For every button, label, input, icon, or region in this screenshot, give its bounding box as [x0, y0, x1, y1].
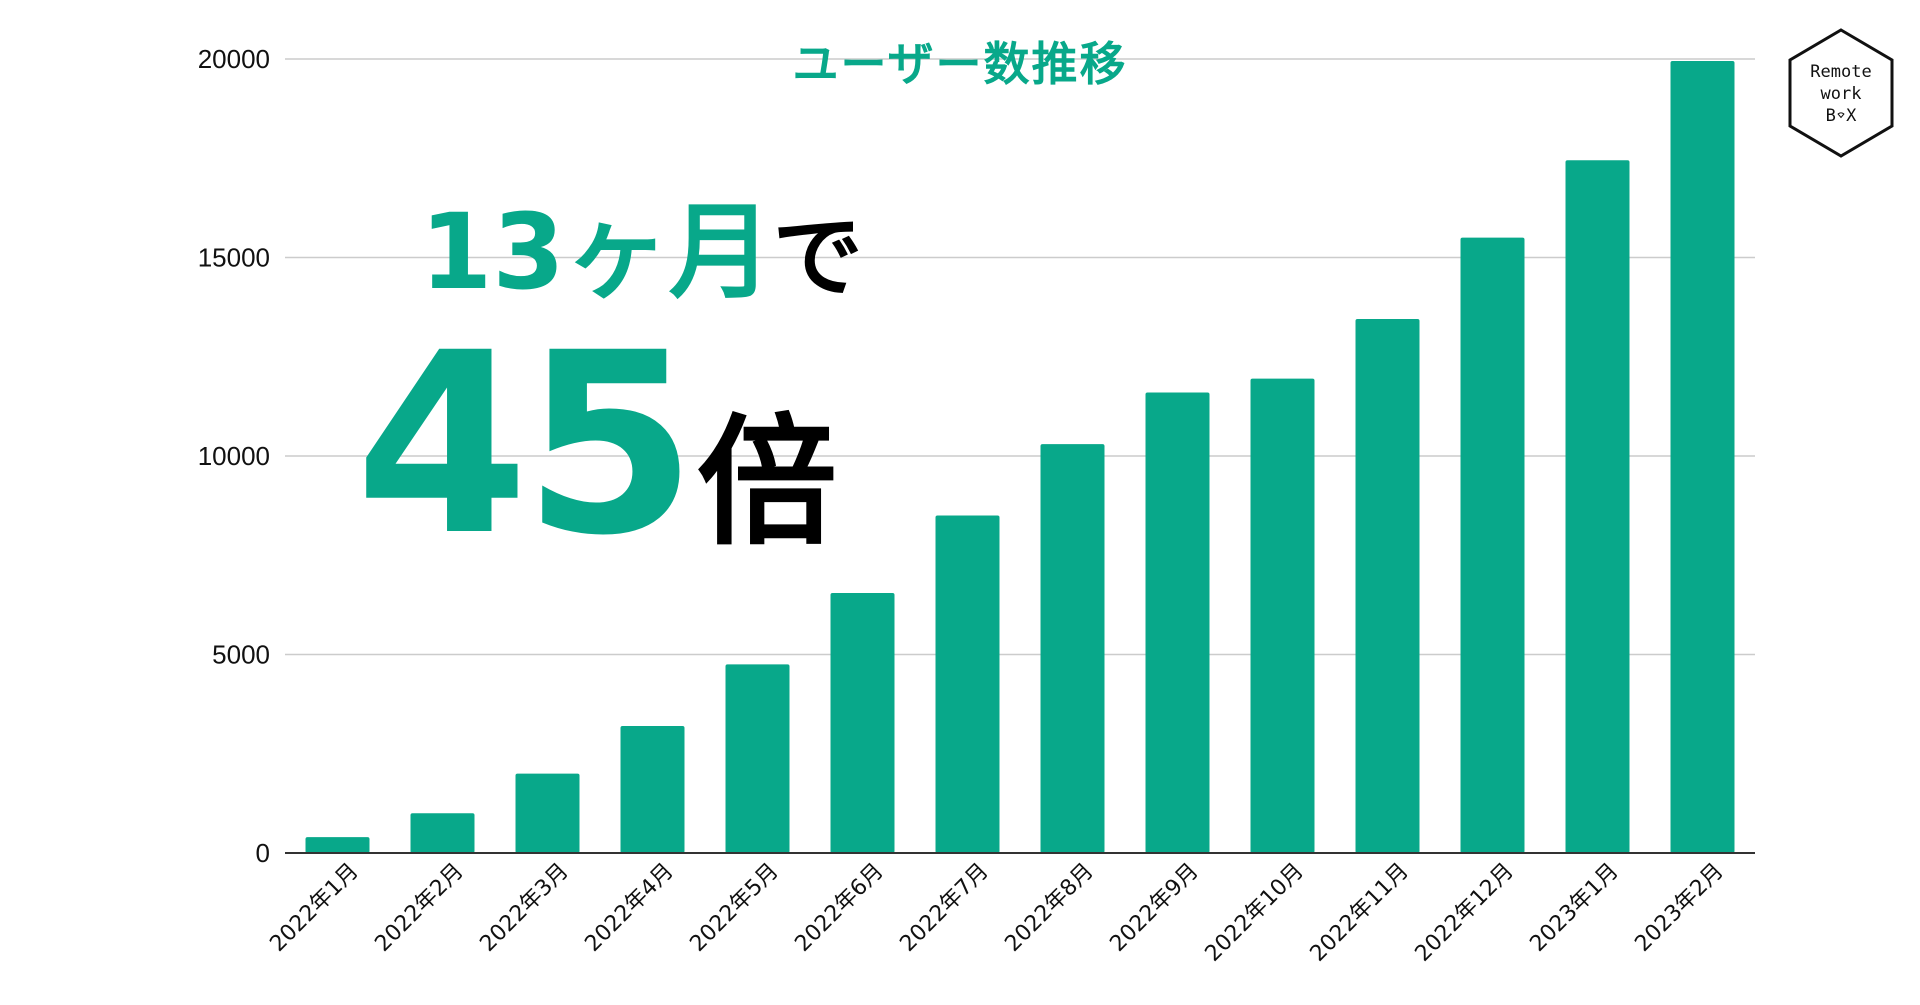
headline-multiplier-number: 45 — [355, 299, 697, 590]
y-tick-label: 20000 — [198, 44, 270, 74]
headline-multiplier-suffix: 倍 — [696, 402, 837, 565]
y-tick-labels: 0 5000 10000 15000 20000 — [198, 44, 270, 868]
x-tick-label: 2022年10月 — [1201, 859, 1309, 967]
bars — [305, 60, 1735, 854]
bar-6 — [830, 592, 895, 853]
x-tick-label: 2022年3月 — [475, 859, 573, 957]
x-tick-label: 2022年11月 — [1306, 859, 1414, 967]
bar-13 — [1565, 160, 1630, 854]
y-tick-label: 15000 — [198, 243, 270, 273]
x-tick-label: 2022年2月 — [370, 859, 468, 957]
bar-7 — [935, 515, 1000, 853]
bar-14 — [1670, 60, 1735, 854]
x-tick-labels: 2022年1月 2022年2月 2022年3月 2022年4月 2022年5月 2022年… — [265, 859, 1728, 967]
bar-1 — [305, 837, 370, 853]
chart-title: ユーザー数推移 — [792, 37, 1128, 91]
x-tick-label: 2022年4月 — [580, 859, 678, 957]
x-tick-label: 2023年2月 — [1630, 859, 1728, 957]
y-tick-label: 10000 — [198, 441, 270, 471]
headline-duration-suffix: で — [772, 205, 863, 310]
remote-work-box-logo: Remote work B⌔X — [1786, 28, 1896, 158]
headline-duration-main: 13ヶ月 — [420, 191, 773, 313]
headline-duration: 13ヶ月で — [420, 200, 863, 304]
x-tick-label: 2022年9月 — [1105, 859, 1203, 957]
logo-text-line1: Remote — [1810, 62, 1872, 82]
bar-2 — [410, 813, 475, 853]
x-tick-label: 2022年7月 — [895, 859, 993, 957]
bar-3 — [515, 773, 580, 853]
x-tick-label: 2022年5月 — [685, 859, 783, 957]
bar-8 — [1040, 444, 1105, 853]
headline-multiplier: 45倍 — [355, 320, 837, 570]
x-tick-label: 2023年1月 — [1525, 859, 1623, 957]
logo-hexagon-icon — [1788, 28, 1894, 158]
y-tick-label: 5000 — [212, 640, 270, 670]
logo-text-line3: B⌔X — [1825, 106, 1857, 126]
bar-9 — [1145, 392, 1210, 853]
bar-12 — [1460, 237, 1525, 853]
bar-11 — [1355, 319, 1420, 853]
y-tick-label: 0 — [256, 838, 270, 868]
bar-4 — [620, 725, 685, 853]
bar-5 — [725, 664, 790, 853]
bar-10 — [1250, 378, 1315, 853]
x-tick-label: 2022年8月 — [1000, 859, 1098, 957]
logo-text-line2: work — [1820, 84, 1862, 104]
x-tick-label: 2022年6月 — [790, 859, 888, 957]
x-tick-label: 2022年1月 — [265, 859, 363, 957]
x-tick-label: 2022年12月 — [1411, 859, 1519, 967]
